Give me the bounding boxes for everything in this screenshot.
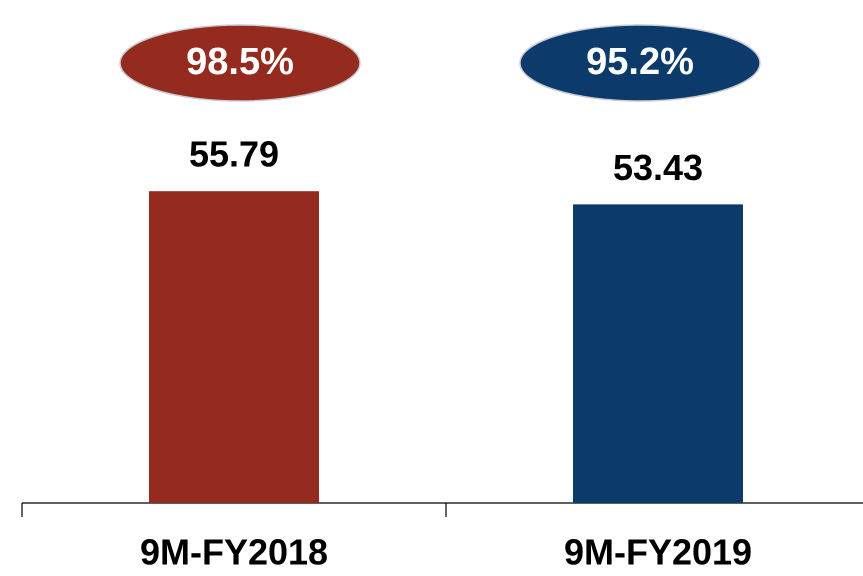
annotation: 95.2% — [586, 41, 694, 83]
data-label: 55.79 — [189, 134, 279, 175]
x-tick-label: 9M-FY2019 — [564, 532, 752, 573]
annotation-ellipse — [519, 24, 761, 102]
annotation: 98.5% — [186, 41, 294, 83]
bar — [573, 204, 743, 503]
bar — [149, 191, 319, 503]
data-label: 53.43 — [613, 147, 703, 188]
x-tick-label: 9M-FY2018 — [140, 532, 328, 573]
annotation-ellipse — [119, 24, 361, 102]
